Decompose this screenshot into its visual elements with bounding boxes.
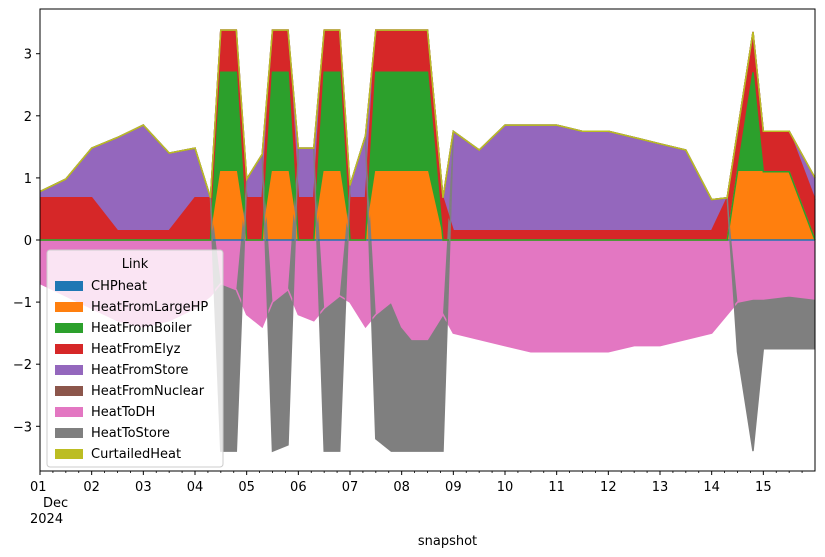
y-tick-label: −2 <box>13 358 32 373</box>
legend-swatch <box>55 302 83 312</box>
x-tick-label: 07 <box>342 480 359 495</box>
area-heat-from-store <box>40 30 815 231</box>
legend-label: HeatFromNuclear <box>91 384 205 399</box>
legend: Link CHPheat HeatFromLargeHP HeatFromBoiler… <box>46 249 224 468</box>
x-tick-label: 03 <box>135 480 152 495</box>
x-tick-label: 01 Dec 2024 <box>30 480 68 527</box>
y-tick-label: 0 <box>24 234 32 249</box>
legend-title: Link <box>122 257 149 272</box>
x-tick-label: 02 <box>83 480 100 495</box>
area-heat-from-large-hp <box>40 171 815 240</box>
legend-label: HeatToDH <box>91 405 155 420</box>
y-tick-label: −3 <box>13 420 32 435</box>
x-axis-title: snapshot <box>418 534 477 549</box>
legend-swatch <box>55 365 83 375</box>
y-axis: −3 −2 −1 0 1 2 3 <box>13 48 40 435</box>
legend-label: HeatFromBoiler <box>91 321 192 336</box>
legend-label: HeatToStore <box>91 426 170 441</box>
x-tick-label: 09 <box>445 480 462 495</box>
x-tick-label: 05 <box>238 480 255 495</box>
legend-label: HeatFromElyz <box>91 342 181 357</box>
legend-swatch <box>55 323 83 333</box>
legend-label: HeatFromLargeHP <box>91 300 208 315</box>
x-tick-label: 10 <box>497 480 514 495</box>
legend-label: HeatFromStore <box>91 363 188 378</box>
x-tick-label: 15 <box>755 480 772 495</box>
legend-swatch <box>55 281 83 291</box>
x-tick-label: 13 <box>652 480 669 495</box>
edge-curtailed-heat <box>39 29 816 201</box>
legend-swatch <box>55 407 83 417</box>
area-heat-to-dh <box>40 240 815 352</box>
x-axis: 01 Dec 2024 02 03 04 05 06 07 08 09 10 11 12 13 14 15 <box>30 471 803 527</box>
legend-swatch <box>55 449 83 459</box>
area-heat-to-store <box>40 125 815 452</box>
y-tick-label: 3 <box>24 48 32 63</box>
legend-swatch <box>55 386 83 396</box>
y-tick-label: 1 <box>24 172 32 187</box>
x-tick-label: 12 <box>600 480 617 495</box>
legend-swatch <box>55 428 83 438</box>
x-tick-label: 06 <box>290 480 307 495</box>
legend-box <box>46 249 224 468</box>
x-tick-label: 04 <box>187 480 204 495</box>
edge-heat-from-boiler <box>40 71 816 241</box>
x-tick-label: 14 <box>703 480 720 495</box>
y-tick-label: −1 <box>13 296 32 311</box>
y-tick-label: 2 <box>24 110 32 125</box>
legend-swatch <box>55 344 83 354</box>
x-tick-label: 08 <box>393 480 410 495</box>
area-heat-from-boiler <box>40 72 815 240</box>
legend-label: CHPheat <box>91 279 147 294</box>
legend-label: CurtailedHeat <box>91 447 181 462</box>
x-tick-label: 11 <box>548 480 565 495</box>
